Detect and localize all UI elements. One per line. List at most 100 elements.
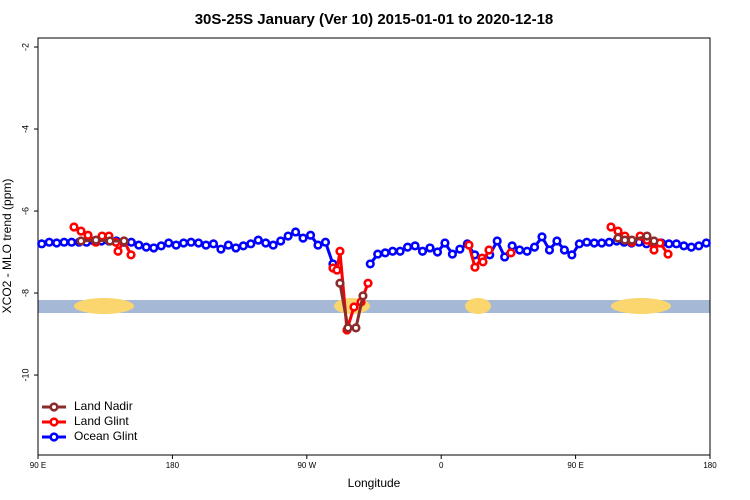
y-tick-label: -6 [20, 207, 30, 215]
data-point [597, 238, 607, 248]
x-tick-label: 180 [166, 461, 180, 470]
legend-label: Land Nadir [74, 399, 133, 413]
x-tick-label: 180 [703, 461, 717, 470]
data-point [671, 239, 682, 249]
data-point [567, 250, 577, 260]
data-point [335, 246, 345, 256]
data-point [216, 244, 226, 254]
data-point [44, 237, 54, 247]
data-point [589, 238, 599, 248]
ocean-band [38, 300, 710, 313]
series [76, 231, 659, 333]
data-point [164, 238, 174, 248]
data-point [410, 241, 420, 251]
data-point [66, 237, 77, 247]
chart-title: 30S-25S January (Ver 10) 2015-01-01 to 2… [195, 11, 554, 28]
data-point [156, 241, 166, 251]
data-point [298, 233, 308, 243]
data-point [134, 240, 144, 250]
data-point [179, 238, 189, 248]
data-point [59, 237, 69, 247]
data-point [276, 236, 286, 246]
data-point [186, 237, 196, 247]
data-point [37, 239, 47, 249]
legend-marker [49, 417, 59, 427]
data-point [506, 248, 516, 258]
data-point [388, 246, 398, 256]
data-point [149, 243, 159, 253]
x-tick-label: 0 [439, 461, 444, 470]
data-point [507, 241, 517, 251]
data-point [552, 236, 562, 246]
data-point [649, 245, 659, 255]
data-point [544, 245, 555, 255]
data-point [208, 239, 219, 249]
data-point [627, 235, 637, 245]
data-point [76, 236, 86, 246]
data-point [126, 250, 136, 260]
data-point [283, 231, 293, 241]
data-point [440, 238, 450, 248]
legend-label: Land Glint [74, 414, 129, 428]
x-axis-label: Longitude [348, 476, 401, 490]
data-point [141, 242, 151, 252]
data-point [686, 242, 696, 252]
data-point [701, 238, 711, 248]
data-point [470, 262, 480, 272]
data-point [574, 239, 584, 249]
data-point [582, 237, 592, 247]
data-point [351, 323, 361, 333]
data-point [69, 222, 79, 232]
data-point [649, 236, 659, 246]
data-point [268, 240, 278, 250]
x-tick-label: 90 E [567, 461, 583, 470]
data-point [313, 240, 323, 250]
legend-marker [49, 432, 59, 442]
data-point [613, 226, 623, 236]
data-point [343, 323, 353, 333]
data-point [193, 238, 204, 248]
data-point [363, 278, 373, 288]
legend-label: Ocean Glint [74, 429, 138, 443]
data-point [335, 278, 345, 288]
data-point [663, 249, 673, 259]
legend-marker [49, 402, 59, 412]
data-point [238, 241, 248, 251]
data-point [395, 246, 405, 256]
land-patch [465, 298, 491, 314]
data-point [425, 243, 435, 253]
data-point [231, 243, 241, 253]
data-point [447, 249, 458, 259]
y-axis-label: XCO2 - MLO trend (ppm) [0, 179, 14, 314]
data-point [126, 237, 136, 247]
land-patch [611, 298, 671, 314]
data-point [365, 259, 375, 269]
y-tick-label: -2 [20, 43, 30, 51]
data-point [52, 238, 62, 248]
data-point [642, 231, 652, 241]
data-point [537, 232, 547, 242]
data-point [91, 235, 101, 245]
data-point [373, 249, 383, 259]
data-point [403, 242, 413, 252]
data-point [484, 245, 494, 255]
data-point [514, 245, 525, 255]
data-point [119, 236, 129, 246]
data-point [83, 230, 93, 240]
y-tick-label: -4 [20, 125, 30, 133]
data-point [358, 291, 368, 301]
series [69, 222, 673, 335]
land-patch [74, 298, 134, 314]
data-point [320, 237, 331, 247]
y-tick-label: -10 [20, 369, 30, 382]
data-point [201, 240, 211, 250]
data-point [332, 265, 342, 275]
data-point [105, 236, 115, 246]
data-point [261, 238, 271, 248]
data-point [455, 244, 465, 254]
data-point [171, 240, 181, 250]
data-point [529, 242, 540, 252]
